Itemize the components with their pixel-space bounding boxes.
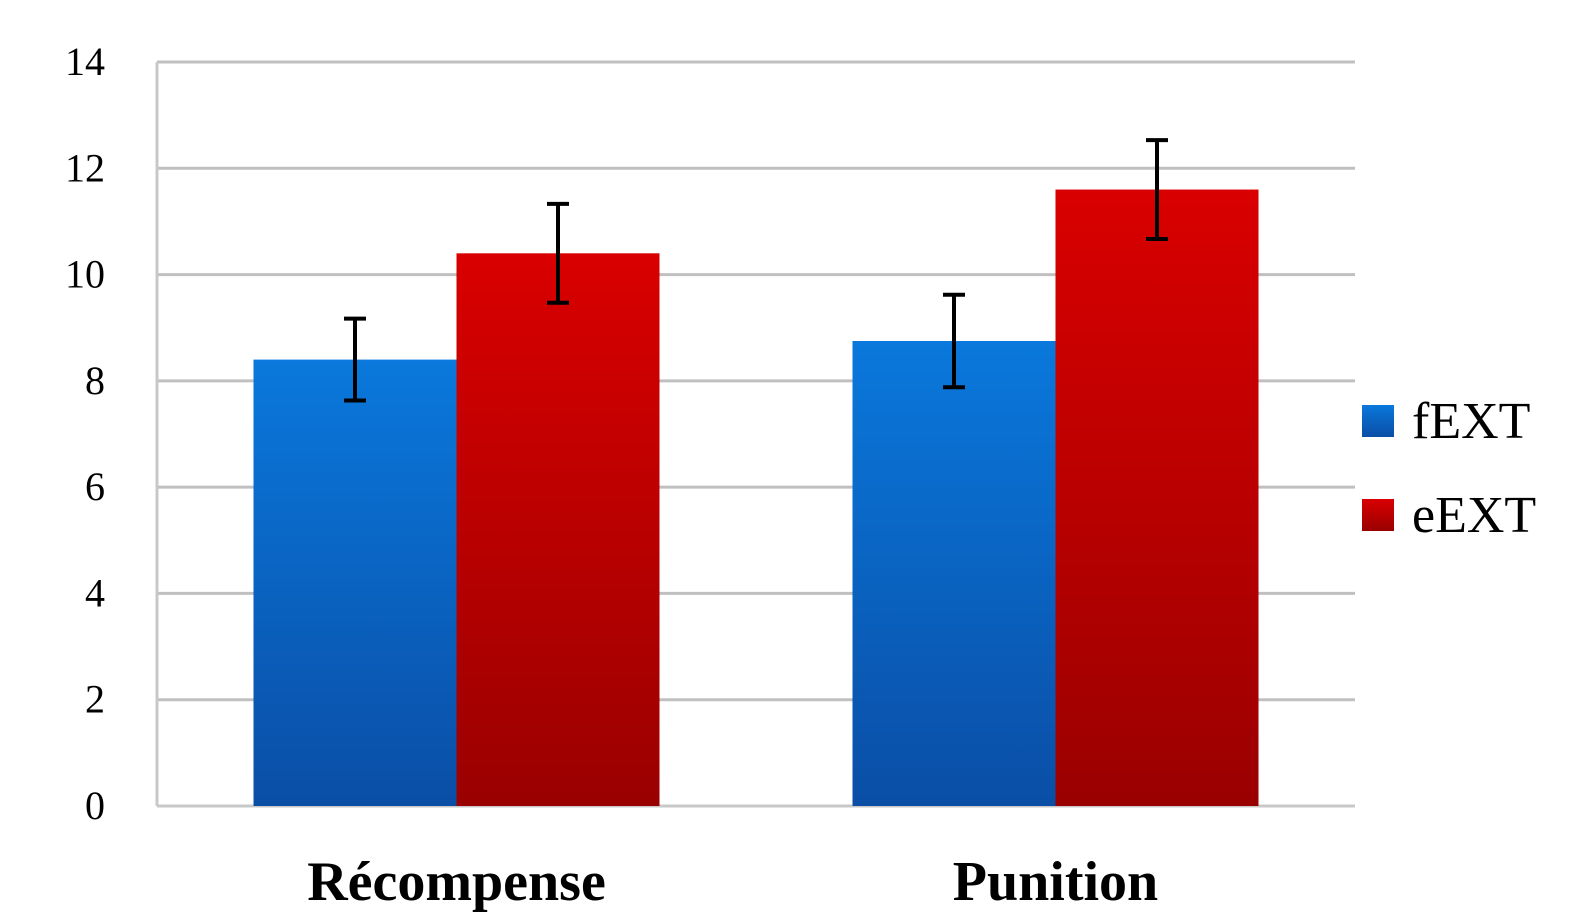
legend-item-fEXT: fEXT xyxy=(1362,393,1530,450)
x-category-label: Récompense xyxy=(307,851,606,913)
bar-eEXT-0 xyxy=(456,253,660,807)
error-bar-eEXT-0 xyxy=(547,201,569,305)
y-tick-label: 12 xyxy=(65,145,105,190)
error-bar-fEXT-1 xyxy=(943,292,965,390)
y-tick-label: 10 xyxy=(65,252,105,297)
axis-labels: 0 2 4 6 8 10 12 14 Récompense Punition xyxy=(65,39,1158,913)
y-tick-label: 0 xyxy=(85,783,105,828)
y-tick-label: 8 xyxy=(85,358,105,403)
y-tick-label: 6 xyxy=(85,464,105,509)
legend-label: fEXT xyxy=(1412,393,1530,450)
error-bar-fEXT-0 xyxy=(344,316,366,403)
error-bars xyxy=(344,138,1168,403)
legend-swatch xyxy=(1362,499,1394,531)
legend-label: eEXT xyxy=(1412,487,1536,544)
legend-swatch xyxy=(1362,405,1394,437)
y-tick-label: 14 xyxy=(65,39,105,84)
bar-eEXT-1 xyxy=(1055,189,1259,807)
legend: fEXT eEXT xyxy=(1362,393,1536,544)
bar-fEXT-1 xyxy=(852,341,1056,806)
error-bar-eEXT-1 xyxy=(1146,138,1168,241)
bars xyxy=(253,189,1259,807)
x-category-label: Punition xyxy=(953,851,1158,913)
bar-fEXT-0 xyxy=(253,359,457,806)
y-tick-label: 2 xyxy=(85,677,105,722)
y-tick-label: 4 xyxy=(85,570,105,615)
legend-item-eEXT: eEXT xyxy=(1362,487,1536,544)
